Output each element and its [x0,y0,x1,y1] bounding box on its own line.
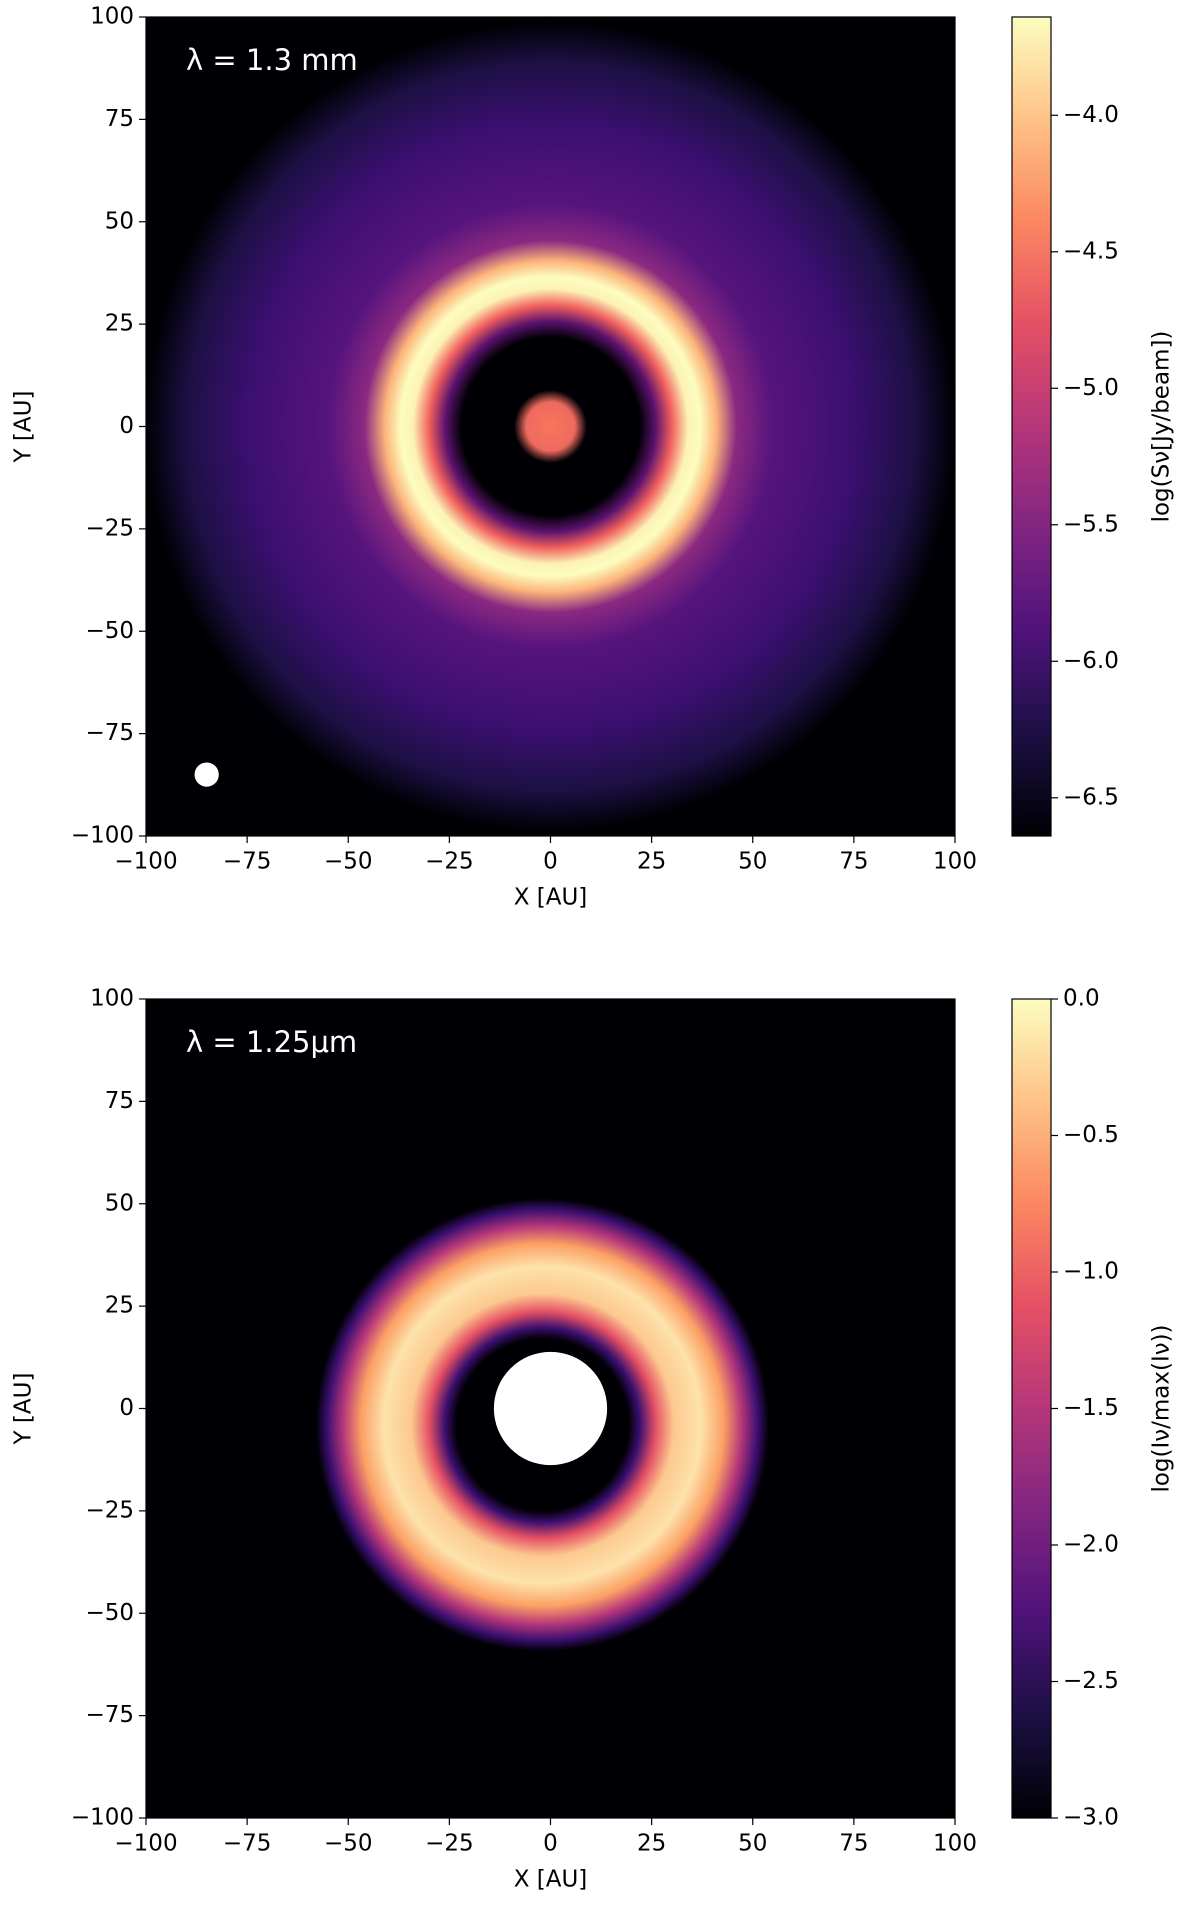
colorbar-tick-label: −0.5 [1063,1122,1119,1148]
colorbar-tick-label: −2.0 [1063,1532,1119,1558]
x-tick-label: 50 [738,1831,767,1857]
colorbar-tick-label: −1.5 [1063,1395,1119,1421]
y-tick-label: −25 [85,1497,134,1523]
x-tick-label: −25 [425,849,474,875]
colorbar-tick-label: −6.5 [1063,784,1119,810]
x-tick-label: −75 [223,849,272,875]
annotation: λ = 1.25μm [186,1025,357,1059]
annotation: λ = 1.3 mm [186,43,358,77]
x-tick-label: 0 [543,1831,558,1857]
x-axis-label: X [AU] [514,885,588,911]
y-tick-label: 75 [105,1088,134,1114]
y-axis-label: Y [AU] [11,1373,37,1446]
colorbar-tick-label: −4.5 [1063,238,1119,264]
colorbar-tick-label: −4.0 [1063,102,1119,128]
y-tick-label: −50 [85,1600,134,1626]
colorbar-tick-label: −5.5 [1063,511,1119,537]
x-tick-label: −100 [114,849,177,875]
x-tick-label: 75 [839,849,868,875]
x-tick-label: 25 [637,849,666,875]
colorbar-tick-label: −2.5 [1063,1668,1119,1694]
colorbar-tick-label: −3.0 [1063,1805,1119,1831]
y-tick-label: 25 [105,1293,134,1319]
colorbar-tick-label: −5.0 [1063,375,1119,401]
colorbar [1011,998,1052,1819]
colorbar-label: log(Sν[Jy/beam]) [1149,331,1175,523]
heatmap [146,17,955,836]
y-tick-label: 0 [119,1395,134,1421]
x-tick-label: −100 [114,1831,177,1857]
x-tick-label: −75 [223,1831,272,1857]
x-tick-label: 25 [637,1831,666,1857]
y-tick-label: 0 [119,413,134,439]
y-tick-label: −75 [85,720,134,746]
x-tick-label: 75 [839,1831,868,1857]
y-tick-label: 75 [105,106,134,132]
y-tick-label: −100 [71,1805,134,1831]
y-tick-label: −100 [71,823,134,849]
stellar-mask [493,1351,608,1466]
x-tick-label: 50 [738,849,767,875]
x-tick-label: 0 [543,849,558,875]
x-axis-label: X [AU] [514,1867,588,1893]
x-tick-label: 100 [933,1831,977,1857]
x-tick-label: −25 [425,1831,474,1857]
image-intensity [146,17,955,836]
y-tick-label: 50 [105,1190,134,1216]
y-tick-label: 100 [90,4,134,30]
x-tick-label: 100 [933,849,977,875]
y-tick-label: 100 [90,986,134,1012]
y-tick-label: −75 [85,1702,134,1728]
colorbar [1011,16,1052,837]
y-tick-label: 50 [105,208,134,234]
colorbar-tick-label: 0.0 [1063,986,1100,1012]
x-tick-label: −50 [324,849,373,875]
y-tick-label: −50 [85,618,134,644]
panel: λ = 1.25μm −100 −75 −50 −25 0 25 50 75 100 −100 −75… [11,986,1175,1893]
panel: λ = 1.3 mm −100 −75 −50 −25 0 25 50 75 100 −100 −75… [11,4,1175,911]
colorbar-tick-label: −6.0 [1063,648,1119,674]
y-tick-label: 25 [105,311,134,337]
y-axis-label: Y [AU] [11,391,37,464]
colorbar-tick-label: −1.0 [1063,1259,1119,1285]
beam [194,762,219,787]
colorbar-label: log(Iν/max(Iν)) [1149,1324,1175,1492]
y-tick-label: −25 [85,515,134,541]
x-tick-label: −50 [324,1831,373,1857]
heatmap [146,999,955,1818]
